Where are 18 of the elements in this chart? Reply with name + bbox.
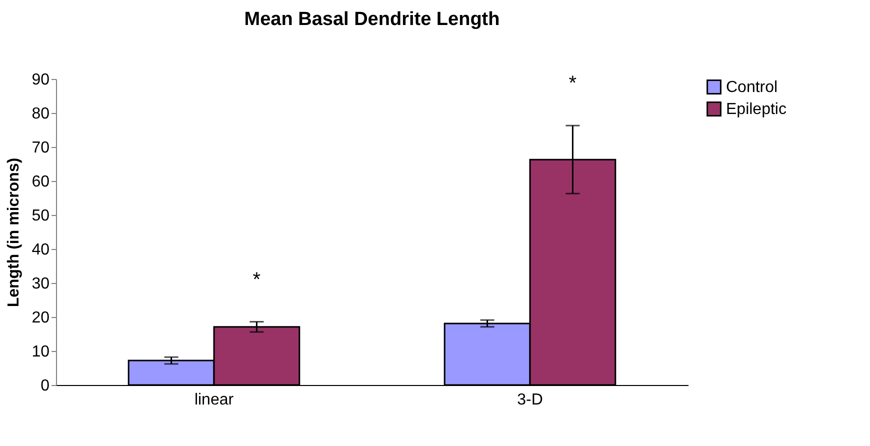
y-tick-label: 40 xyxy=(32,242,50,258)
x-tick-label: 3-D xyxy=(517,392,543,408)
chart-title: Mean Basal Dendrite Length xyxy=(244,9,500,30)
y-tick-label: 20 xyxy=(32,310,50,326)
y-axis-title: Length (in microns) xyxy=(6,158,23,308)
y-tick-label: 10 xyxy=(32,344,50,360)
y-tick-label: 60 xyxy=(32,174,50,190)
y-tick-label: 80 xyxy=(32,106,50,122)
x-tick-label: linear xyxy=(194,392,234,408)
annotation: * xyxy=(252,268,261,291)
y-tick-label: 50 xyxy=(32,208,50,224)
y-tick-label: 0 xyxy=(40,378,50,394)
legend-label: Control xyxy=(726,79,778,96)
y-tick-label: 90 xyxy=(32,72,50,88)
legend-label: Epileptic xyxy=(726,101,786,118)
annotation: * xyxy=(568,72,577,95)
y-tick-label: 30 xyxy=(32,276,50,292)
y-tick-label: 70 xyxy=(32,140,50,156)
